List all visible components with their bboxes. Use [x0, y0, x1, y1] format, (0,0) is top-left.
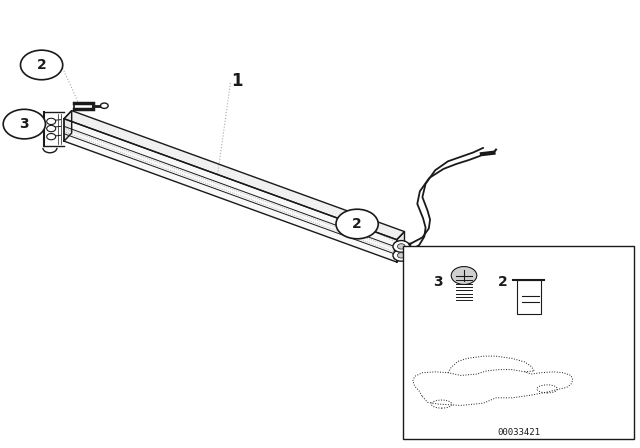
- Bar: [517, 280, 541, 314]
- Circle shape: [451, 267, 477, 284]
- Circle shape: [3, 109, 45, 139]
- Circle shape: [47, 118, 56, 125]
- Circle shape: [336, 209, 378, 239]
- Text: 2: 2: [497, 275, 508, 289]
- Circle shape: [393, 250, 410, 261]
- Circle shape: [393, 241, 410, 252]
- Text: 1: 1: [231, 72, 243, 90]
- Circle shape: [397, 244, 405, 249]
- Circle shape: [20, 50, 63, 80]
- Polygon shape: [64, 111, 404, 240]
- Text: 3: 3: [433, 275, 444, 289]
- Text: 2: 2: [352, 217, 362, 231]
- Bar: [403, 246, 634, 439]
- Text: 3: 3: [19, 117, 29, 131]
- Circle shape: [100, 103, 108, 108]
- Polygon shape: [397, 232, 404, 262]
- Circle shape: [397, 253, 405, 258]
- Text: 00033421: 00033421: [497, 428, 540, 437]
- Text: 2: 2: [36, 58, 47, 72]
- Polygon shape: [64, 111, 72, 141]
- Circle shape: [47, 134, 56, 140]
- Polygon shape: [64, 119, 397, 262]
- Circle shape: [47, 125, 56, 132]
